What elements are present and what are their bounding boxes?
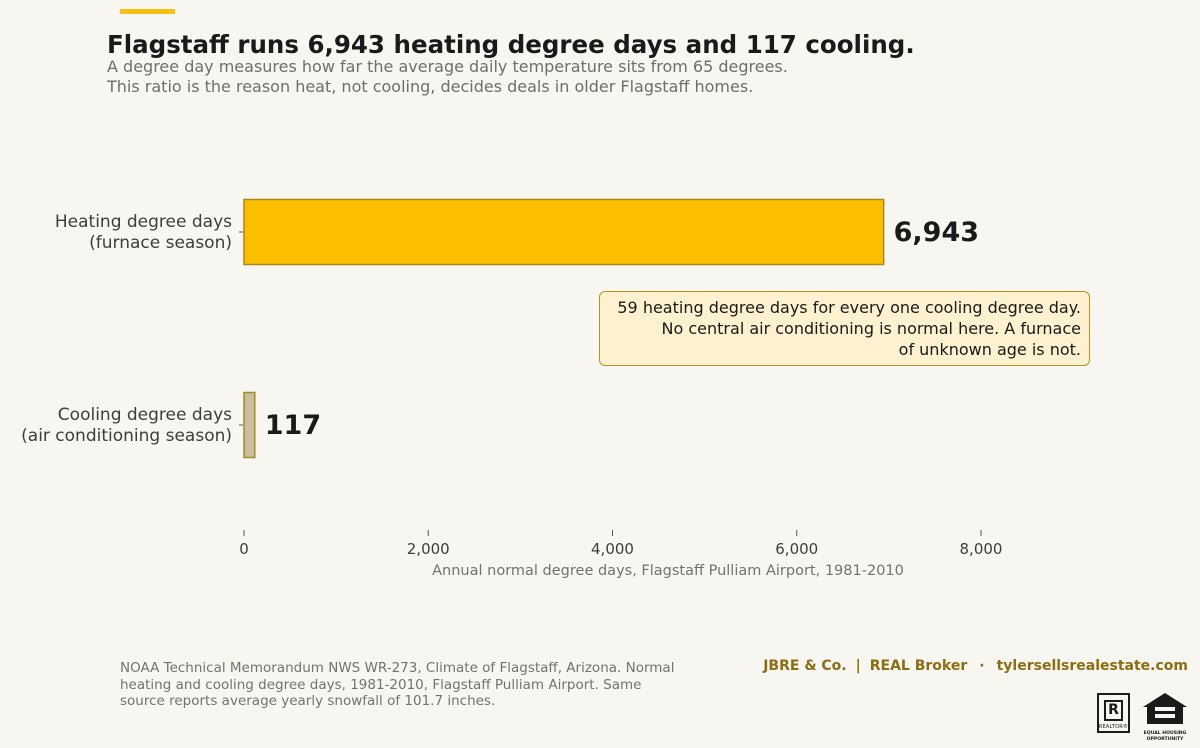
source-note: NOAA Technical Memorandum NWS WR-273, Cl… <box>120 660 720 710</box>
x-tick-label-1: 2,000 <box>407 540 450 558</box>
chart-subtitle: A degree day measures how far the averag… <box>107 57 788 97</box>
branding: JBRE & Co. | REAL Broker · tylersellsrealest… <box>763 658 1188 674</box>
x-tick-label-2: 4,000 <box>591 540 634 558</box>
equal-housing-text-1: EQUAL HOUSING <box>1143 731 1187 736</box>
realtor-logo-icon: R REALTOR® <box>1097 693 1130 733</box>
y-tick-label-1-0: Cooling degree days <box>58 405 232 425</box>
callout-line-2: No central air conditioning is normal he… <box>661 319 1081 338</box>
equal-housing-text-2: OPPORTUNITY <box>1146 737 1184 742</box>
brand-broker: REAL Broker <box>869 658 968 674</box>
data-label-1: 117 <box>265 410 321 441</box>
source-line-1: NOAA Technical Memorandum NWS WR-273, Cl… <box>120 660 675 676</box>
subtitle-line-2: This ratio is the reason heat, not cooli… <box>107 77 754 96</box>
bars-layer: 6,943 Heating degree days(furnace season)… <box>21 198 979 459</box>
brand-company: JBRE & Co. <box>763 658 847 674</box>
realtor-letter: R <box>1104 700 1123 721</box>
realtor-text: REALTOR® <box>1098 724 1129 730</box>
brand-website-link[interactable]: tylersellsrealestate.com <box>996 658 1188 674</box>
subtitle-line-1: A degree day measures how far the averag… <box>107 57 788 76</box>
y-tick-label-0-1: (furnace season) <box>89 233 232 253</box>
callout-line-1: 59 heating degree days for every one coo… <box>617 298 1081 317</box>
x-axis: 0 2,000 4,000 6,000 8,000 <box>239 530 1002 558</box>
brand-dot: · <box>979 658 985 674</box>
bar-1 <box>243 391 256 459</box>
x-tick-label-4: 8,000 <box>960 540 1003 558</box>
equal-housing-logo-icon: EQUAL HOUSING OPPORTUNITY <box>1140 690 1190 742</box>
bar-0 <box>243 198 885 266</box>
chart-title: Flagstaff runs 6,943 heating degree days… <box>107 30 915 59</box>
callout-line-3: of unknown age is not. <box>898 340 1081 359</box>
x-tick-label-3: 6,000 <box>775 540 818 558</box>
x-axis-label: Annual normal degree days, Flagstaff Pul… <box>432 563 904 579</box>
accent-rule <box>120 9 175 14</box>
data-label-0: 6,943 <box>894 217 979 248</box>
brand-separator: | <box>855 658 861 674</box>
equal-housing-house-icon <box>1143 693 1187 724</box>
y-tick-label-0-0: Heating degree days <box>55 212 232 232</box>
y-tick-label-1-1: (air conditioning season) <box>21 426 232 446</box>
ratio-callout: 59 heating degree days for every one coo… <box>599 291 1090 366</box>
source-line-3: source reports average yearly snowfall o… <box>120 693 496 709</box>
x-tick-label-0: 0 <box>239 540 249 558</box>
source-line-2: heating and cooling degree days, 1981-20… <box>120 676 642 693</box>
